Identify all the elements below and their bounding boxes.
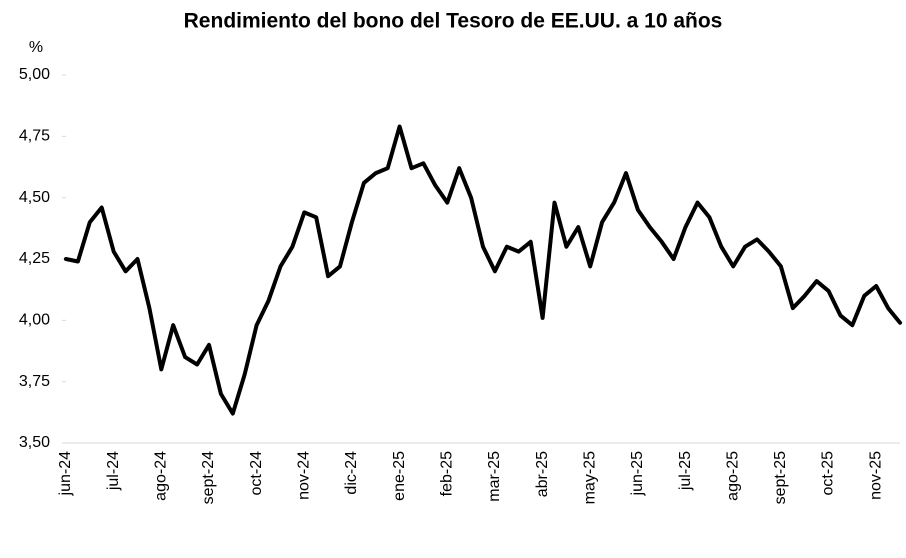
x-tick-label: ago-24 [153,451,170,501]
x-tick-label: sept-25 [772,451,789,504]
x-tick-label: ago-25 [724,451,741,501]
x-tick-label: dic-24 [343,451,360,495]
x-tick-label: nov-25 [867,451,884,500]
line [64,124,902,416]
x-tick-label: jun-25 [629,451,646,497]
x-tick-label: oct-24 [248,451,265,496]
y-tick-label: 5,00 [19,66,50,83]
x-tick-label: may-25 [581,451,598,504]
y-tick-label: 4,25 [19,250,50,267]
y-tick-label: 4,00 [19,312,50,329]
x-tick-label: jul-24 [105,451,122,491]
y-tick-label: 4,75 [19,128,50,145]
x-tick-label: sept-24 [200,451,217,504]
x-tick-label: ene-25 [391,451,408,501]
y-tick-label: 3,75 [19,373,50,390]
x-tick-label: nov-24 [296,451,313,500]
y-tick-label: 3,50 [19,434,50,451]
x-tick-label: abr-25 [534,451,551,497]
x-tick-label: feb-25 [438,451,455,496]
x-tick-label: oct-25 [820,451,837,496]
x-tick-label: jul-25 [677,451,694,491]
chart-title: Rendimiento del bono del Tesoro de EE.UU… [184,10,723,33]
x-tick-label: jun-24 [57,451,74,497]
y-unit: % [29,39,43,56]
y-tick-label: 4,50 [19,189,50,206]
x-tick-label: mar-25 [486,451,503,502]
